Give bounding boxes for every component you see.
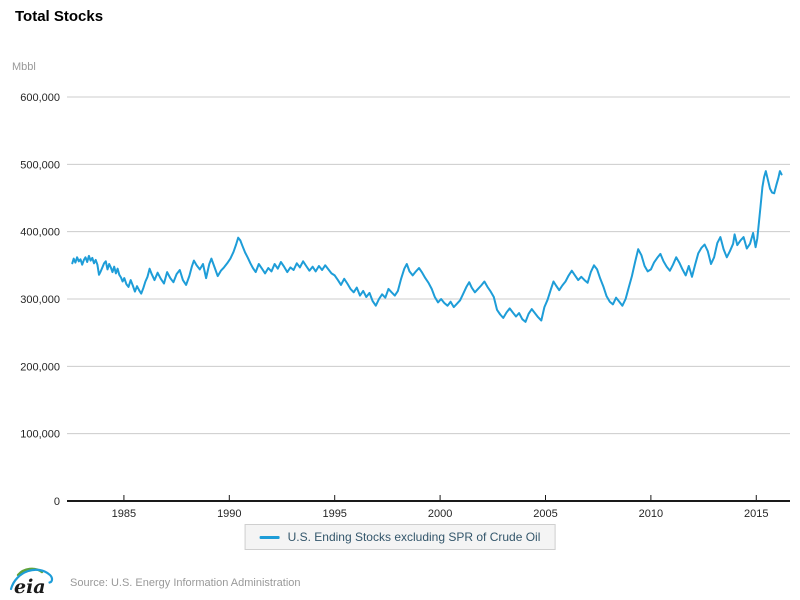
y-axis-tick-label: 200,000: [20, 361, 60, 373]
x-axis-tick-label: 1985: [112, 508, 136, 520]
stocks-line-series: [71, 170, 783, 323]
y-axis-tick-label: 0: [54, 496, 60, 508]
eia-logo-blue-arc: [9, 568, 54, 591]
y-axis-tick-label: 300,000: [20, 294, 60, 306]
x-axis-tick-label: 2005: [533, 508, 557, 520]
x-axis-tick-label: 2015: [744, 508, 768, 520]
source-attribution: Source: U.S. Energy Information Administ…: [70, 577, 301, 589]
eia-logo: eia: [9, 567, 54, 598]
stocks-line-chart: 0 100,000 200,000 300,000 400,000 500,000 600,…: [20, 92, 790, 520]
y-axis-tick-label: 600,000: [20, 92, 60, 104]
x-axis-tick-label: 1995: [322, 508, 346, 520]
y-axis-tick-label: 500,000: [20, 159, 60, 171]
y-axis-tick-label: 100,000: [20, 429, 60, 441]
chart-legend: U.S. Ending Stocks excluding SPR of Crud…: [244, 524, 556, 550]
legend-series-label: U.S. Ending Stocks excluding SPR of Crud…: [287, 530, 541, 544]
y-axis-tick-label: 400,000: [20, 227, 60, 239]
eia-logo-text: eia: [14, 576, 46, 598]
page-title: Total Stocks: [15, 8, 104, 25]
x-axis-tick-label: 2010: [639, 508, 663, 520]
chart-footer: eia Source: U.S. Energy Information Admi…: [8, 562, 301, 598]
x-axis-tick-label: 1990: [217, 508, 241, 520]
y-axis-unit-label: Mbbl: [12, 61, 36, 73]
legend-line-swatch: [259, 535, 280, 539]
x-axis-tick-label: 2000: [428, 508, 452, 520]
